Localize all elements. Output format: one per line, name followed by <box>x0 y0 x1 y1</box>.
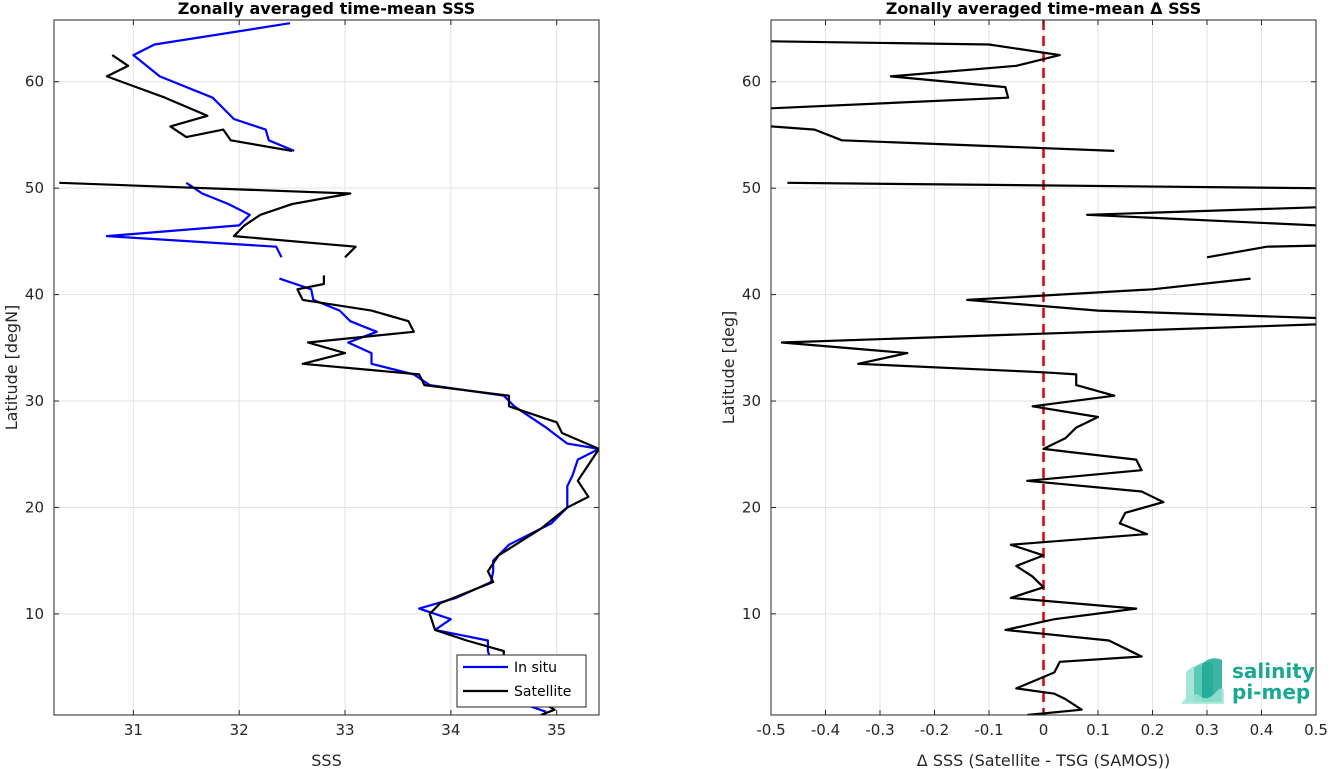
x-tick-label: -0.2 <box>920 721 949 739</box>
x-tick-label: 0.1 <box>1086 721 1110 739</box>
x-tick-label: 0.4 <box>1250 721 1274 739</box>
y-tick-label: 30 <box>742 392 761 410</box>
y-tick-label: 40 <box>25 286 44 304</box>
ticks: 31 32 33 34 35 10 20 30 40 50 60 <box>25 20 599 739</box>
ticks: -0.5 -0.4 -0.3 -0.2 -0.1 0 0.1 0.2 0.3 0.4 0.5 10 20… <box>742 20 1328 739</box>
plot-lines <box>771 40 1316 715</box>
series-line-delta-sss <box>787 181 1316 190</box>
x-axis-label: Δ SSS (Satellite - TSG (SAMOS)) <box>917 751 1170 769</box>
x-tick-label: -0.5 <box>756 721 785 739</box>
y-tick-label: 40 <box>742 286 761 304</box>
x-tick-label: 33 <box>335 721 354 739</box>
plot-lines <box>59 22 599 715</box>
series-line-delta-sss <box>771 125 1115 152</box>
legend: In situ Satellite <box>456 654 587 708</box>
y-tick-label: 60 <box>25 73 44 91</box>
logo-mark-icon <box>1182 658 1224 704</box>
y-tick-label: 30 <box>25 392 44 410</box>
series-line-in-situ <box>132 22 295 152</box>
sss-panel: 31 32 33 34 35 10 20 30 40 50 60 Zonally averaged … <box>2 0 600 769</box>
x-tick-label: 0.5 <box>1304 721 1328 739</box>
series-line-satellite <box>59 181 357 259</box>
salinity-pi-mep-logo: salinity pi-mep <box>1182 658 1315 704</box>
x-axis-label: SSS <box>311 751 341 769</box>
series-line-delta-sss <box>966 277 1316 320</box>
delta-sss-panel: -0.5 -0.4 -0.3 -0.2 -0.1 0 0.1 0.2 0.3 0.4 0.5 10 20… <box>719 0 1328 769</box>
series-line-in-situ <box>105 181 283 258</box>
y-tick-label: 60 <box>742 73 761 91</box>
series-line-delta-sss <box>780 323 1316 715</box>
y-tick-label: 20 <box>742 498 761 516</box>
axes-frame <box>53 19 600 716</box>
x-tick-label: 34 <box>441 721 460 739</box>
logo-text-salinity: salinity <box>1232 659 1315 683</box>
x-tick-label: -0.1 <box>974 721 1003 739</box>
legend-label-in-situ: In situ <box>514 660 557 676</box>
series-line-in-situ <box>279 277 599 713</box>
x-tick-label: 32 <box>230 721 249 739</box>
series-line-delta-sss <box>771 40 1061 110</box>
y-tick-label: 50 <box>742 179 761 197</box>
y-tick-label: 20 <box>25 498 44 516</box>
x-tick-label: 35 <box>547 721 566 739</box>
series-line-delta-sss <box>1206 244 1316 259</box>
y-tick-label: 10 <box>25 605 44 623</box>
x-tick-label: 0.2 <box>1141 721 1165 739</box>
chart-title: Zonally averaged time-mean Δ SSS <box>886 0 1202 18</box>
series-line-satellite <box>105 54 293 152</box>
x-tick-label: 31 <box>124 721 143 739</box>
chart-title: Zonally averaged time-mean SSS <box>178 0 476 18</box>
y-axis-label: Latitude [deg] <box>719 311 738 425</box>
y-tick-label: 50 <box>25 179 44 197</box>
x-tick-label: 0.3 <box>1195 721 1219 739</box>
x-tick-label: -0.3 <box>865 721 894 739</box>
y-axis-label: Latitude [degN] <box>2 305 21 431</box>
grid <box>54 20 599 715</box>
series-line-satellite <box>296 275 599 715</box>
x-tick-label: -0.4 <box>811 721 840 739</box>
x-tick-label: 0 <box>1039 721 1049 739</box>
logo-text-pi-mep: pi-mep <box>1232 680 1310 704</box>
y-tick-label: 10 <box>742 605 761 623</box>
legend-box <box>456 654 587 708</box>
legend-label-satellite: Satellite <box>514 684 571 700</box>
series-line-delta-sss <box>1085 206 1316 227</box>
